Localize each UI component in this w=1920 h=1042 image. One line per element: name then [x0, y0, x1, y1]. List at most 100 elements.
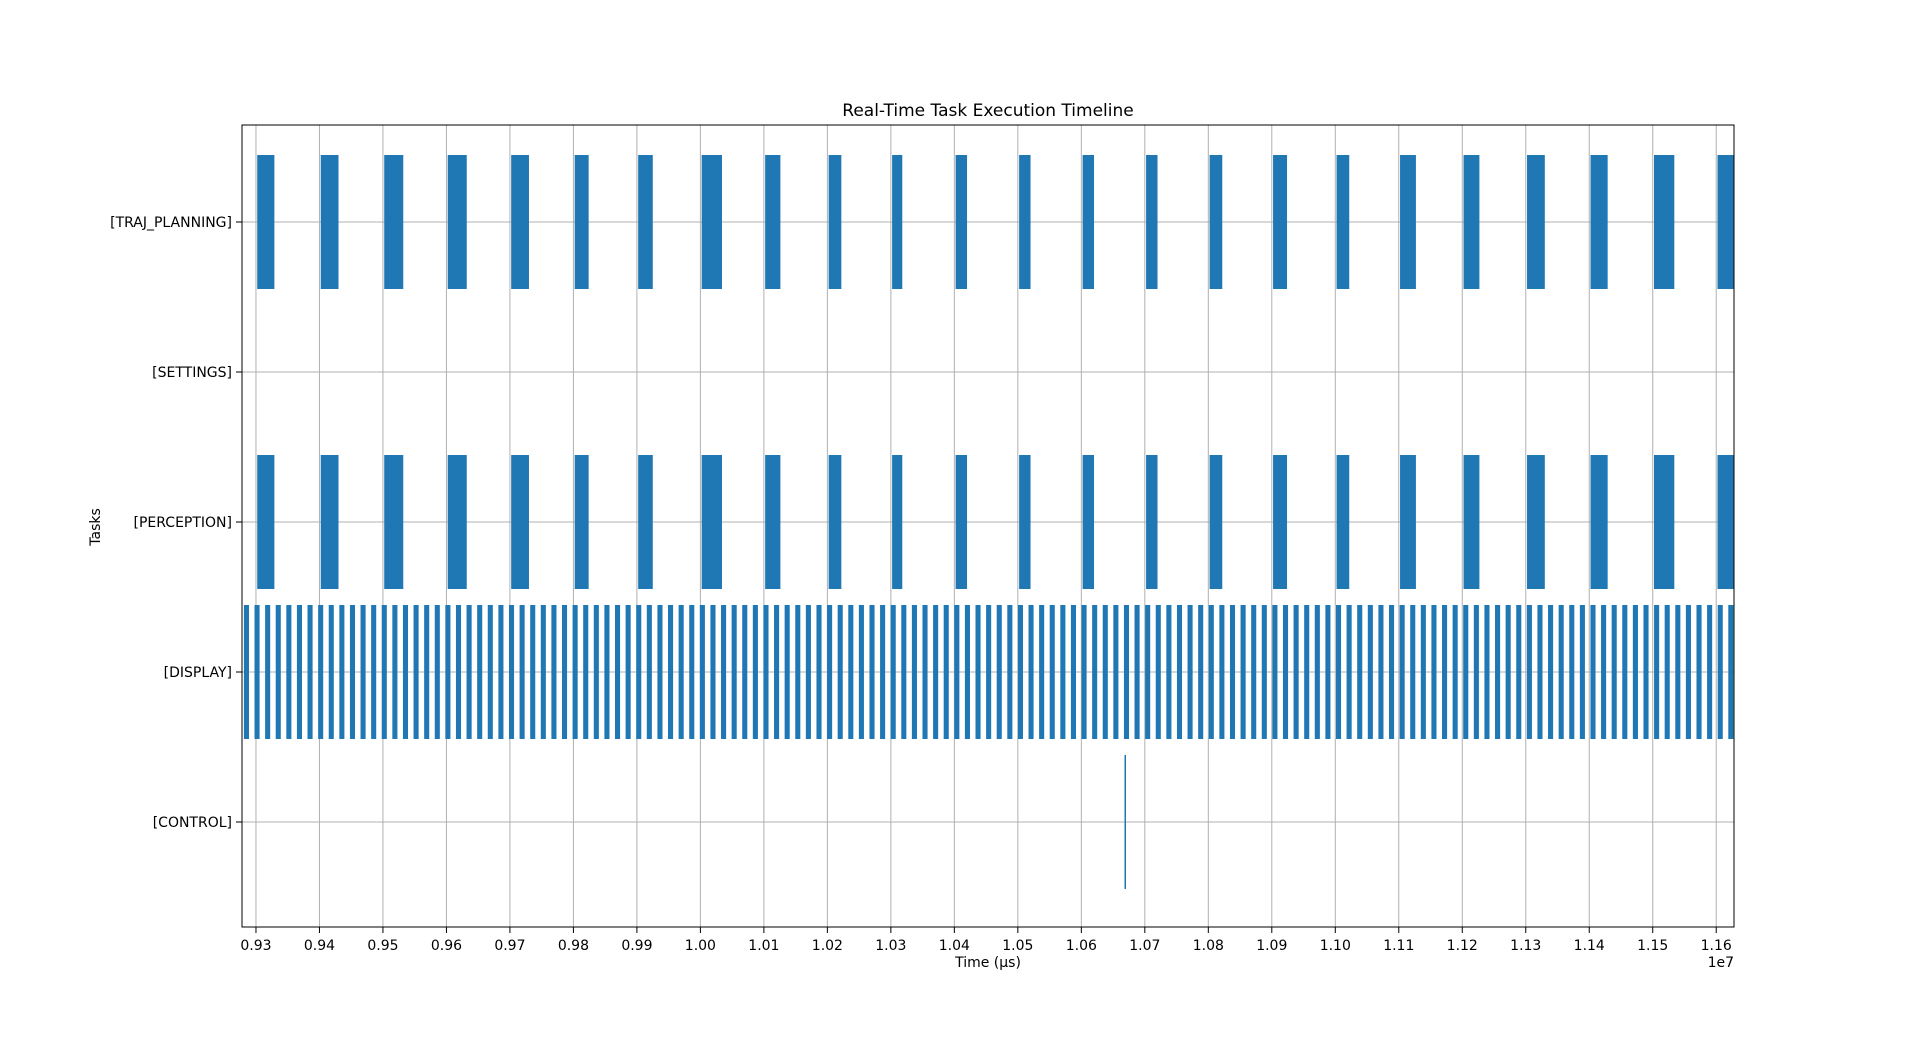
bar-display [1113, 605, 1119, 739]
bar-perception [1019, 455, 1031, 589]
plot-frame [241, 124, 1735, 928]
bar-traj-planning [1717, 155, 1734, 289]
bar-traj-planning [1082, 155, 1095, 289]
bar-perception [1146, 455, 1158, 589]
bar-display [880, 605, 886, 739]
bar-display [1601, 605, 1607, 739]
bar-display [487, 605, 493, 739]
bar-perception [511, 455, 529, 589]
bar-display [1431, 605, 1437, 739]
bar-perception [574, 455, 589, 589]
bar-display [678, 605, 684, 739]
bar-display [763, 605, 769, 739]
x-tick-label: 1.16 [1701, 938, 1732, 954]
bar-perception [1336, 455, 1350, 589]
bar-display [1304, 605, 1310, 739]
bar-display [360, 605, 366, 739]
bar-display [752, 605, 758, 739]
bar-traj-planning [257, 155, 275, 289]
bar-display [339, 605, 345, 739]
bar-display [964, 605, 970, 739]
bar-display [805, 605, 811, 739]
bar-display [1229, 605, 1236, 739]
x-tick-label: 1.03 [875, 938, 906, 954]
bar-display [1611, 605, 1617, 739]
bar-display [1219, 605, 1225, 739]
x-tick-label: 1.00 [685, 938, 716, 954]
bar-display [1463, 605, 1469, 739]
y-tick-label: [SETTINGS] [152, 365, 232, 381]
bar-traj-planning [1654, 155, 1675, 289]
x-tick-label: 1.08 [1193, 938, 1224, 954]
x-tick-label: 1.09 [1256, 938, 1287, 954]
bar-perception [638, 455, 653, 589]
bar-display [933, 605, 939, 739]
x-tick-label: 0.93 [240, 938, 271, 954]
bar-perception [892, 455, 903, 589]
bar-perception [765, 455, 781, 589]
bar-display [1569, 605, 1575, 739]
bar-display [1675, 605, 1681, 739]
bar-perception [1273, 455, 1288, 589]
bar-display [922, 605, 928, 739]
bar-perception [1082, 455, 1095, 589]
bar-display [551, 605, 557, 739]
bar-perception [1527, 455, 1545, 589]
x-tick-label: 1.14 [1574, 938, 1605, 954]
x-tick-label: 0.95 [367, 938, 398, 954]
bar-display [371, 605, 377, 739]
bar-display [742, 605, 748, 739]
bar-display [1166, 605, 1172, 739]
bar-control [1124, 755, 1127, 889]
bar-display [668, 605, 674, 739]
bar-display [455, 605, 462, 739]
bar-display [816, 605, 822, 739]
bar-display [848, 605, 854, 739]
bar-display [943, 605, 949, 739]
bar-traj-planning [1019, 155, 1031, 289]
bar-traj-planning [1336, 155, 1350, 289]
bar-display [477, 605, 483, 739]
x-tick-label: 0.94 [304, 938, 335, 954]
bar-display [1346, 605, 1352, 739]
bar-perception [1654, 455, 1675, 589]
bar-display [1505, 605, 1511, 739]
bar-display [296, 605, 302, 739]
y-axis-label: Tasks [88, 508, 104, 547]
bar-display [424, 605, 430, 739]
x-tick-label: 1.06 [1066, 938, 1097, 954]
bar-display [1717, 605, 1723, 739]
bar-display [466, 605, 472, 739]
x-tick-label: 1.13 [1510, 938, 1541, 954]
x-offset-label: 1e7 [1708, 955, 1734, 971]
bar-display [1410, 605, 1416, 739]
bar-display [731, 605, 737, 739]
bar-display [254, 605, 260, 739]
bar-display [1516, 605, 1522, 739]
bar-display [275, 605, 281, 739]
bar-display [986, 605, 992, 739]
bar-display [593, 605, 599, 739]
bar-display [1452, 605, 1458, 739]
bar-display [328, 605, 334, 739]
x-tick-label: 0.99 [621, 938, 652, 954]
bar-display [381, 605, 387, 739]
bar-display [657, 605, 663, 739]
y-tick-label: [PERCEPTION] [134, 515, 232, 531]
bar-display [954, 605, 960, 739]
bar-perception [1400, 455, 1416, 589]
x-tick-label: 0.98 [558, 938, 589, 954]
bar-perception [701, 455, 722, 589]
bar-display [996, 605, 1002, 739]
bar-display [1092, 605, 1098, 739]
bar-display [318, 605, 324, 739]
bar-display [1590, 605, 1596, 739]
bar-display [1484, 605, 1490, 739]
bar-traj-planning [955, 155, 968, 289]
bar-display [1272, 605, 1278, 739]
bar-display [646, 605, 652, 739]
bar-traj-planning [1590, 155, 1608, 289]
bar-display [901, 605, 907, 739]
bar-display [1548, 605, 1554, 739]
y-tick-label: [DISPLAY] [164, 665, 232, 681]
